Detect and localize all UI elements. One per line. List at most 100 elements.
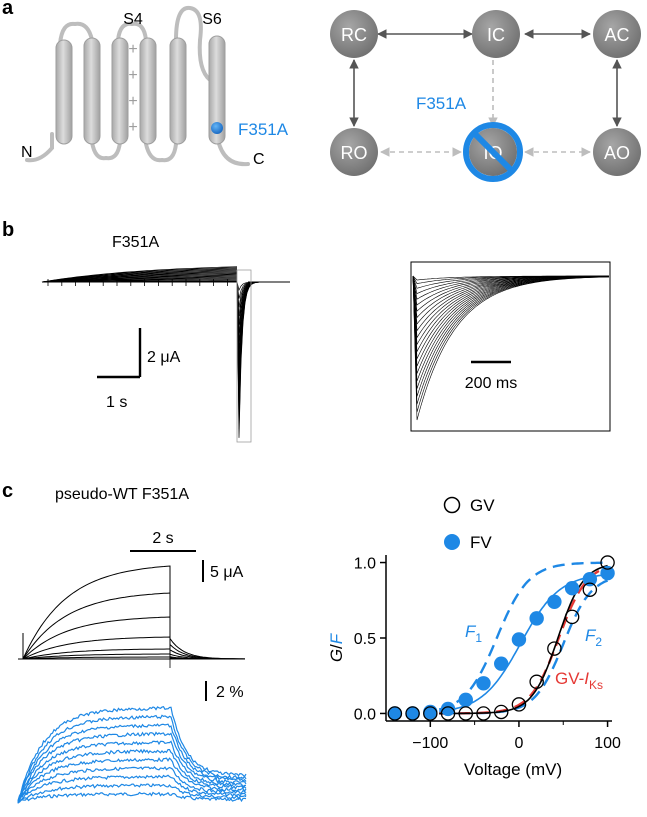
mutation-label: F351A xyxy=(238,120,289,139)
s4-charges: + + + + xyxy=(128,41,137,136)
helix-s1 xyxy=(55,39,73,145)
panel-b-scale-bar xyxy=(97,328,142,379)
c-terminus-label: C xyxy=(253,151,265,168)
fv-point xyxy=(564,581,580,596)
fluorescence-trace xyxy=(17,714,247,801)
c-time-scale-label: 2 s xyxy=(152,530,173,547)
state-rc-label: RC xyxy=(341,25,367,45)
inset-trace xyxy=(412,275,610,421)
fluorescence-trace xyxy=(17,791,247,803)
gv-point xyxy=(600,555,615,570)
no-entry-icon xyxy=(463,122,523,182)
fluor-scale-label: 2 % xyxy=(216,684,244,701)
panel-c-scale-bar xyxy=(130,550,204,582)
loop-s1-s2 xyxy=(58,21,94,46)
loop-s4-s5 xyxy=(144,142,178,163)
time-scale-label: 1 s xyxy=(106,394,127,411)
tail-zoom-box xyxy=(236,269,252,443)
x-tick-label: −100 xyxy=(412,735,448,752)
legend-fv-label: FV xyxy=(470,533,492,552)
x-tick-label: 100 xyxy=(594,735,621,752)
fv-point xyxy=(582,571,598,587)
fluorescence-trace xyxy=(17,757,247,802)
fv-point xyxy=(440,701,456,717)
state-rc xyxy=(330,10,378,58)
gv-point xyxy=(547,641,562,656)
f1-fit-curve xyxy=(438,561,608,711)
x-tick-label: 0 xyxy=(514,735,523,752)
fluorescence-trace xyxy=(17,706,247,804)
panel-label-a: a xyxy=(2,0,14,19)
state-ac xyxy=(593,10,641,58)
legend-fv-marker xyxy=(444,534,460,550)
legend-gv-marker xyxy=(443,496,461,514)
state-nodes xyxy=(330,10,641,176)
f2-curve-label: F2 xyxy=(585,626,602,649)
fluorescence-trace xyxy=(17,723,247,802)
s6-label: S6 xyxy=(202,11,222,28)
helix-s3 xyxy=(111,37,129,145)
mutation-site-dot xyxy=(211,122,223,134)
y-tick-label: 0.5 xyxy=(354,631,376,648)
x-axis-label: Voltage (mV) xyxy=(464,760,562,779)
fv-point xyxy=(458,692,473,708)
fv-point xyxy=(529,611,544,626)
fv-point xyxy=(511,632,527,647)
gv-point xyxy=(564,609,580,625)
fluorescence-trace xyxy=(17,766,247,804)
gv-point xyxy=(405,706,420,721)
state-ao-label: AO xyxy=(604,143,630,163)
gv-point xyxy=(423,706,438,721)
s4-label: S4 xyxy=(123,11,143,28)
y-tick-label: 0.0 xyxy=(354,706,376,723)
fv-point xyxy=(387,706,403,721)
gv-fv-chart: −100 0 100 0.0 0.5 1.0 Voltage (mV) G/F GV FV F1 F2… xyxy=(327,496,621,779)
legend-gv-label: GV xyxy=(470,496,495,515)
gv-point xyxy=(387,706,403,721)
panel-c-title: pseudo-WT F351A xyxy=(55,486,189,503)
n-terminus-label: N xyxy=(21,144,33,161)
state-mutation-label: F351A xyxy=(416,94,467,113)
gv-iks-curve-label: GV-IKs xyxy=(555,669,603,692)
gv-point xyxy=(511,697,527,712)
loop-s2-s3 xyxy=(90,140,122,161)
helix-s6 xyxy=(208,35,226,145)
loop-s5-p-s6 xyxy=(174,5,212,82)
gv-fit-curve xyxy=(439,564,608,715)
svg-text:+: + xyxy=(128,93,137,110)
state-ic-label: IC xyxy=(487,25,505,45)
inset-tail-traces xyxy=(412,275,610,421)
helices xyxy=(55,35,226,145)
state-ro xyxy=(330,128,378,176)
gv-point xyxy=(493,704,509,720)
state-ac-label: AC xyxy=(604,25,629,45)
c-current-scale-label: 5 μA xyxy=(210,564,244,581)
svg-text:+: + xyxy=(128,41,137,58)
pseudo-wt-current-traces xyxy=(18,565,246,668)
inset-scale-label: 200 ms xyxy=(465,375,517,392)
n-terminus-tail xyxy=(25,132,54,163)
fluorescence-traces xyxy=(17,706,247,804)
y-tick-label: 1.0 xyxy=(354,556,376,573)
c-terminus-tail xyxy=(216,138,250,167)
current-scale-label: 2 μA xyxy=(147,349,181,366)
y-axis-label: G/F xyxy=(327,632,346,662)
loop-s3-s4 xyxy=(116,21,148,42)
gv-point xyxy=(529,674,544,690)
activation-trace xyxy=(41,266,238,283)
current-trace xyxy=(18,636,245,660)
fluorescence-trace xyxy=(17,774,247,803)
fv-point xyxy=(547,594,562,609)
helix-s5 xyxy=(169,37,187,145)
svg-text:+: + xyxy=(128,67,137,84)
panel-label-c: c xyxy=(2,480,13,502)
state-ro-label: RO xyxy=(341,143,368,163)
gv-point xyxy=(582,582,598,597)
fv-point xyxy=(494,656,509,671)
fv-point xyxy=(476,676,491,691)
gv-point xyxy=(476,706,491,721)
helix-s4 xyxy=(139,37,157,145)
f351a-current-traces xyxy=(41,266,290,438)
helix-s2 xyxy=(83,37,101,145)
